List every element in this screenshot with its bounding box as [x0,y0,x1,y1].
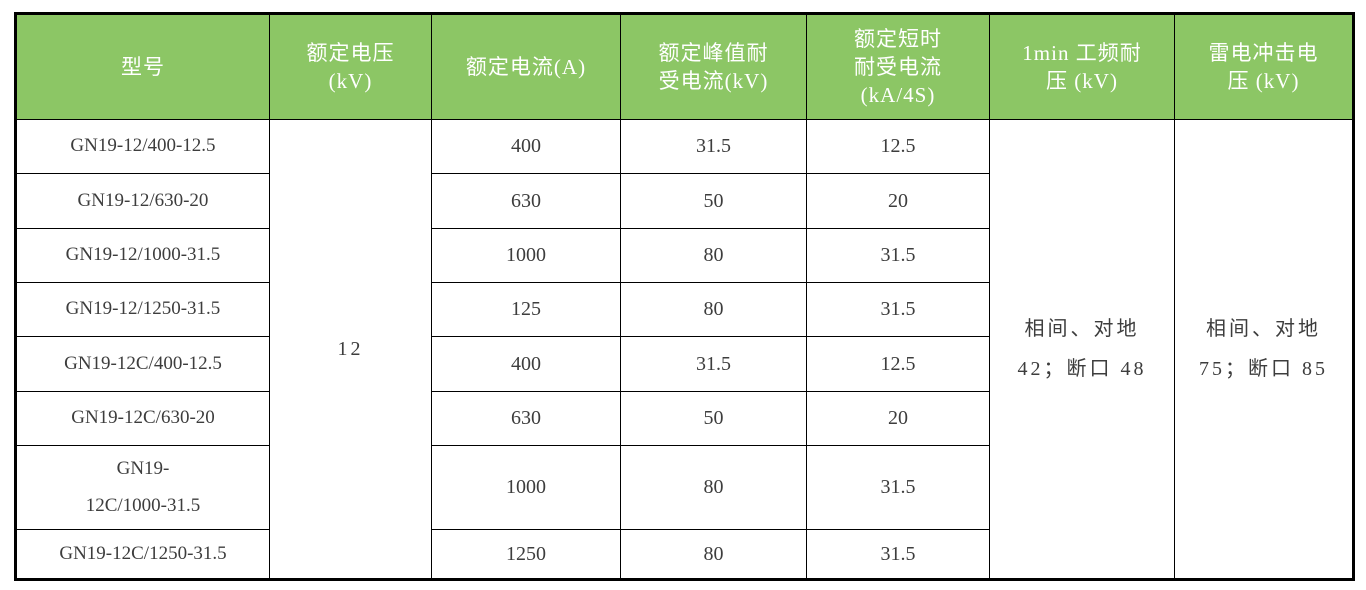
table-row: GN19-12C/1250-31.5 1250 80 31.5 [15,529,1354,580]
current-cell: 630 [431,173,621,229]
peak-current-cell: 80 [620,529,807,580]
peak-current-cell: 80 [620,445,807,530]
table-row: GN19-12/1000-31.5 1000 80 31.5 [15,228,1354,283]
peak-current-cell: 31.5 [620,119,807,174]
short-time-current-cell: 12.5 [806,336,990,392]
header-row: 型号 额定电压 (kV) 额定电流(A) 额定峰值耐 受电流(kV) 额定短时 … [15,13,1354,120]
header-cell-rated-voltage: 额定电压 (kV) [269,13,432,120]
rated-voltage-merged-cell: 12 [269,119,432,580]
current-cell: 1250 [431,529,621,580]
power-freq-withstand-merged-cell: 相间、对地 42；断口 48 [989,119,1175,580]
model-cell: GN19-12/400-12.5 [15,119,270,174]
short-time-current-cell: 31.5 [806,445,990,530]
short-time-current-cell: 31.5 [806,529,990,580]
model-cell: GN19-12/630-20 [15,173,270,229]
model-cell: GN19-12/1000-31.5 [15,228,270,283]
current-cell: 1000 [431,445,621,530]
table-row: GN19- 12C/1000-31.5 1000 80 31.5 [15,445,1354,530]
model-cell: GN19- 12C/1000-31.5 [15,445,270,530]
peak-current-cell: 80 [620,228,807,283]
lightning-impulse-merged-cell: 相间、对地 75；断口 85 [1174,119,1354,580]
spec-table: 型号 额定电压 (kV) 额定电流(A) 额定峰值耐 受电流(kV) 额定短时 … [14,12,1355,581]
table-row: GN19-12/630-20 630 50 20 [15,173,1354,229]
table-row: GN19-12C/630-20 630 50 20 [15,391,1354,446]
table-header: 型号 额定电压 (kV) 额定电流(A) 额定峰值耐 受电流(kV) 额定短时 … [15,13,1354,120]
current-cell: 630 [431,391,621,446]
model-cell: GN19-12/1250-31.5 [15,282,270,337]
header-cell-short-time-withstand-current: 额定短时 耐受电流 (kA/4S) [806,13,990,120]
header-cell-peak-withstand-current: 额定峰值耐 受电流(kV) [620,13,807,120]
header-cell-power-freq-withstand-voltage: 1min 工频耐 压 (kV) [989,13,1175,120]
short-time-current-cell: 20 [806,173,990,229]
short-time-current-cell: 31.5 [806,282,990,337]
current-cell: 1000 [431,228,621,283]
model-cell: GN19-12C/630-20 [15,391,270,446]
current-cell: 125 [431,282,621,337]
short-time-current-cell: 20 [806,391,990,446]
table-body: GN19-12/400-12.5 12 400 31.5 12.5 相间、对地 … [15,119,1354,580]
peak-current-cell: 80 [620,282,807,337]
model-cell: GN19-12C/1250-31.5 [15,529,270,580]
peak-current-cell: 31.5 [620,336,807,392]
header-cell-rated-current: 额定电流(A) [431,13,621,120]
current-cell: 400 [431,336,621,392]
short-time-current-cell: 12.5 [806,119,990,174]
table-row: GN19-12/1250-31.5 125 80 31.5 [15,282,1354,337]
table-row: GN19-12/400-12.5 12 400 31.5 12.5 相间、对地 … [15,119,1354,580]
table-row: GN19-12C/400-12.5 400 31.5 12.5 [15,336,1354,392]
model-cell: GN19-12C/400-12.5 [15,336,270,392]
short-time-current-cell: 31.5 [806,228,990,283]
current-cell: 400 [431,119,621,174]
header-cell-model: 型号 [15,13,270,120]
peak-current-cell: 50 [620,173,807,229]
header-cell-lightning-impulse-voltage: 雷电冲击电 压 (kV) [1174,13,1354,120]
peak-current-cell: 50 [620,391,807,446]
